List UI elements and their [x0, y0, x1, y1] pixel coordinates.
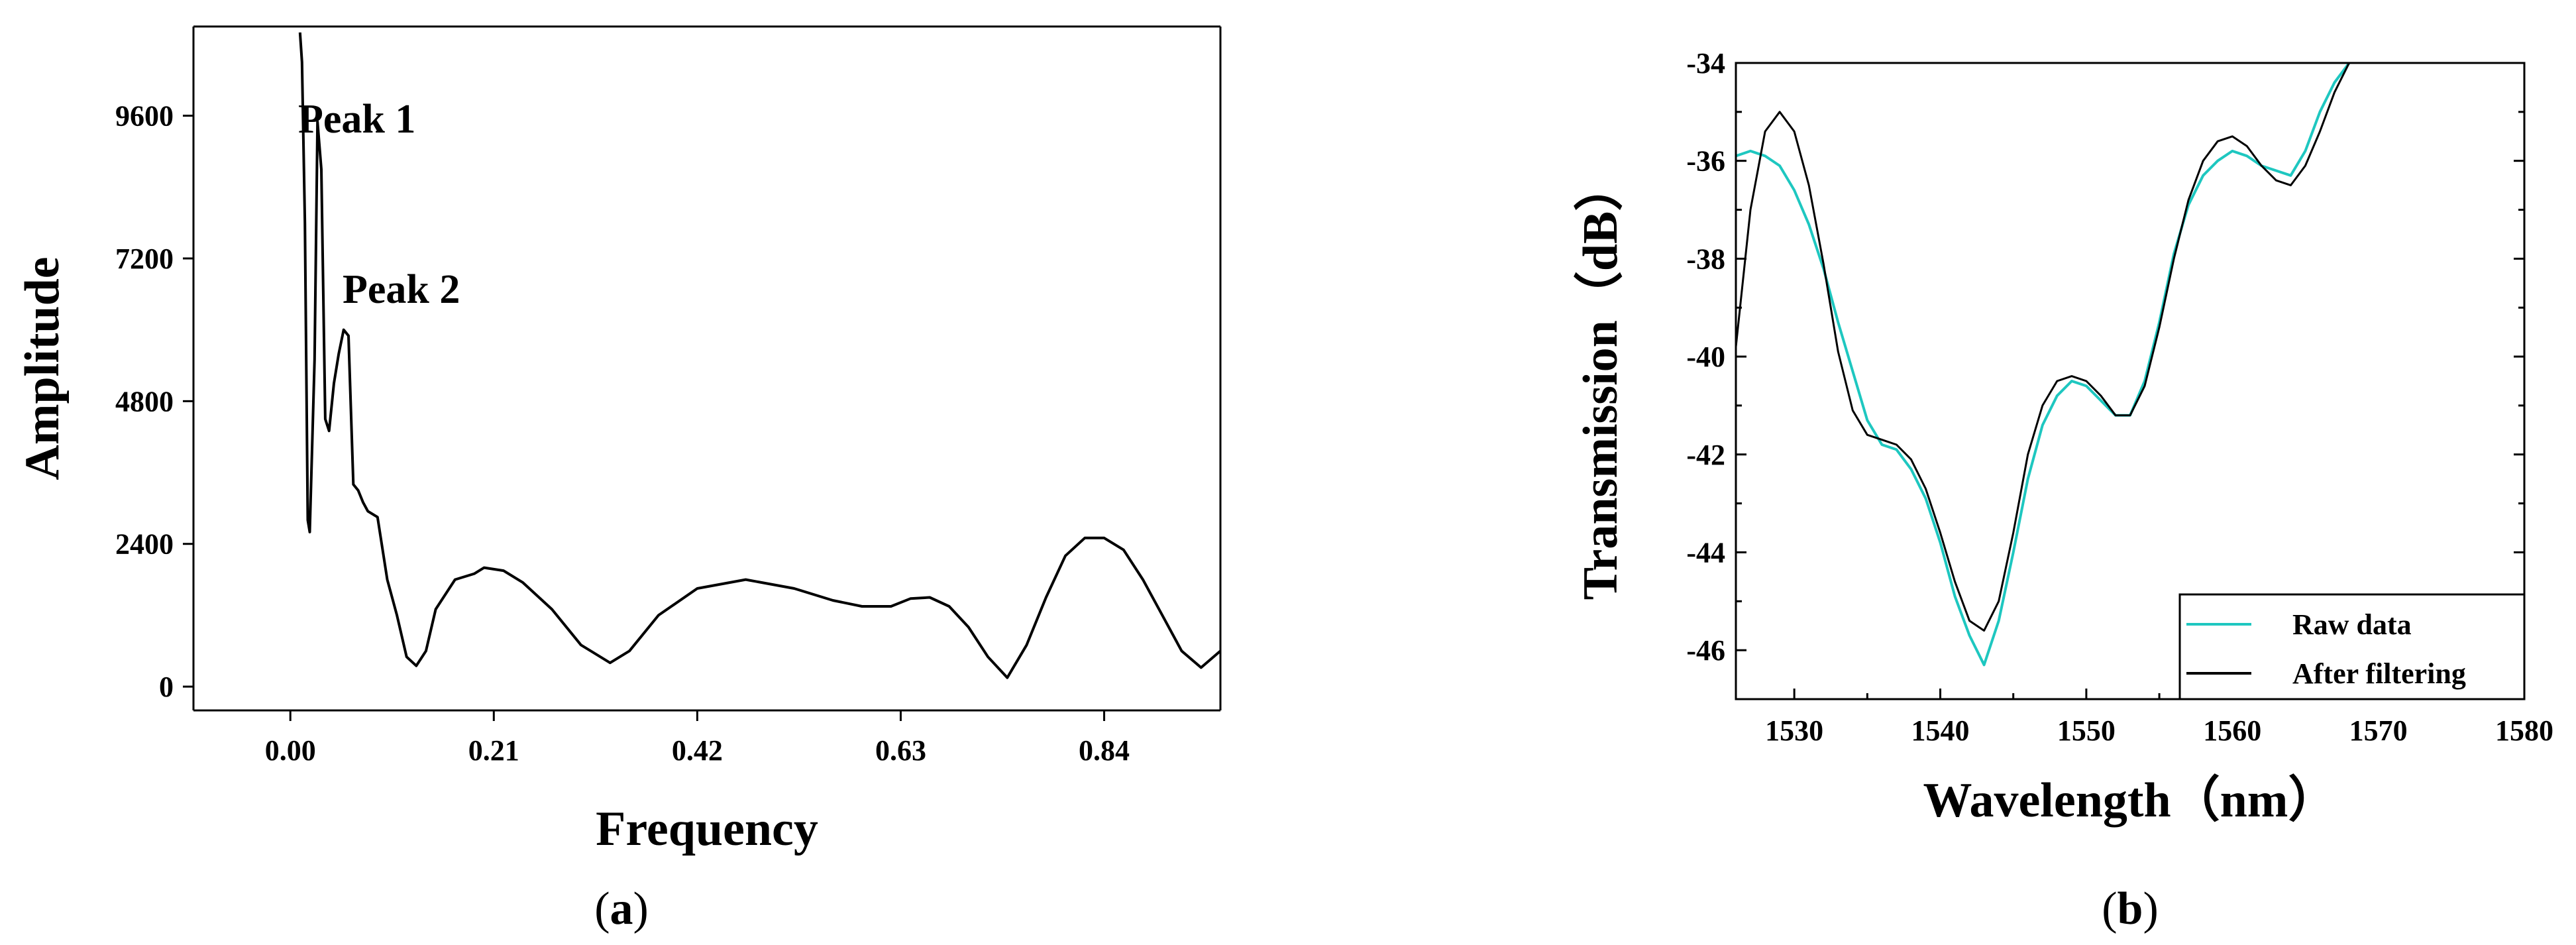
a-caption-open: ( [594, 883, 610, 934]
a-line-layer [298, 32, 1220, 679]
b-y-tick-label: -36 [1686, 145, 1725, 178]
a-annotation-peak-2: Peak 2 [343, 267, 460, 312]
b-y-tick-label: -34 [1686, 47, 1725, 80]
b-caption-close: ) [2143, 883, 2158, 934]
b-y-tick-label: -40 [1686, 341, 1725, 373]
a-caption-letter: a [610, 883, 633, 934]
b-x-tick-label: 1560 [2203, 714, 2261, 747]
a-x-axis-title: Frequency [596, 802, 818, 856]
a-y-tick-label: 2400 [115, 528, 174, 561]
b-tick-labels: 1530 1540 1550 1560 1570 1580 -46 -44 -42 -40 -38 -… [1686, 47, 2553, 747]
a-y-tick-label: 4800 [115, 385, 174, 417]
a-y-tick-label: 7200 [115, 243, 174, 275]
b-y-tick-label: -38 [1686, 243, 1725, 275]
b-caption-open: ( [2102, 883, 2117, 934]
a-x-tick-label: 0.42 [672, 734, 723, 767]
b-series-raw-data-line [1736, 63, 2351, 667]
a-series-amplitude-line [298, 32, 1220, 679]
b-caption: (b) [2102, 883, 2159, 934]
a-caption-close: ) [633, 883, 649, 934]
b-caption-letter: b [2118, 883, 2143, 934]
b-x-tick-label: 1540 [1911, 714, 1970, 747]
b-legend-label-after-filtering: After filtering [2292, 657, 2466, 690]
a-x-tick-label: 0.00 [265, 734, 316, 767]
a-ticks [183, 115, 1106, 721]
b-y-tick-label: -42 [1686, 439, 1725, 471]
b-y-tick-label: -46 [1686, 634, 1725, 667]
b-y-tick-label: -44 [1686, 536, 1725, 569]
b-y-axis-title: Transmission（dB） [1574, 162, 1628, 600]
b-legend-box [2178, 593, 2526, 700]
b-x-axis-title: Wavelength（nm） [1923, 773, 2337, 828]
a-tick-labels: 0.00 0.21 0.42 0.63 0.84 0 2400 4800 7200 9600 [115, 100, 1130, 767]
a-x-tick-label: 0.63 [875, 734, 926, 767]
b-legend: Raw data After filtering [2178, 593, 2526, 700]
chart-a: 0.00 0.21 0.42 0.63 0.84 0 2400 4800 7200 9600 Fr… [15, 25, 1222, 934]
b-x-tick-label: 1570 [2349, 714, 2408, 747]
b-x-tick-label: 1580 [2495, 714, 2553, 747]
a-y-tick-label: 9600 [115, 100, 174, 133]
a-x-tick-label: 0.84 [1079, 734, 1130, 767]
b-plot-frame [1735, 62, 2526, 700]
a-annotation-peak-1: Peak 1 [298, 97, 415, 142]
a-y-axis-title: Amplitude [15, 256, 70, 480]
b-series-after-filtering-line [1736, 63, 2350, 632]
a-y-tick-label: 0 [159, 671, 174, 703]
chart-b: 1530 1540 1550 1560 1570 1580 -46 -44 -42 -40 -38 -… [1574, 47, 2553, 934]
a-x-tick-label: 0.21 [468, 734, 519, 767]
b-line-layer [1736, 63, 2351, 667]
a-caption: (a) [594, 883, 649, 934]
b-legend-label-raw-data: Raw data [2292, 608, 2412, 641]
b-x-tick-label: 1550 [2057, 714, 2116, 747]
b-x-tick-label: 1530 [1765, 714, 1823, 747]
